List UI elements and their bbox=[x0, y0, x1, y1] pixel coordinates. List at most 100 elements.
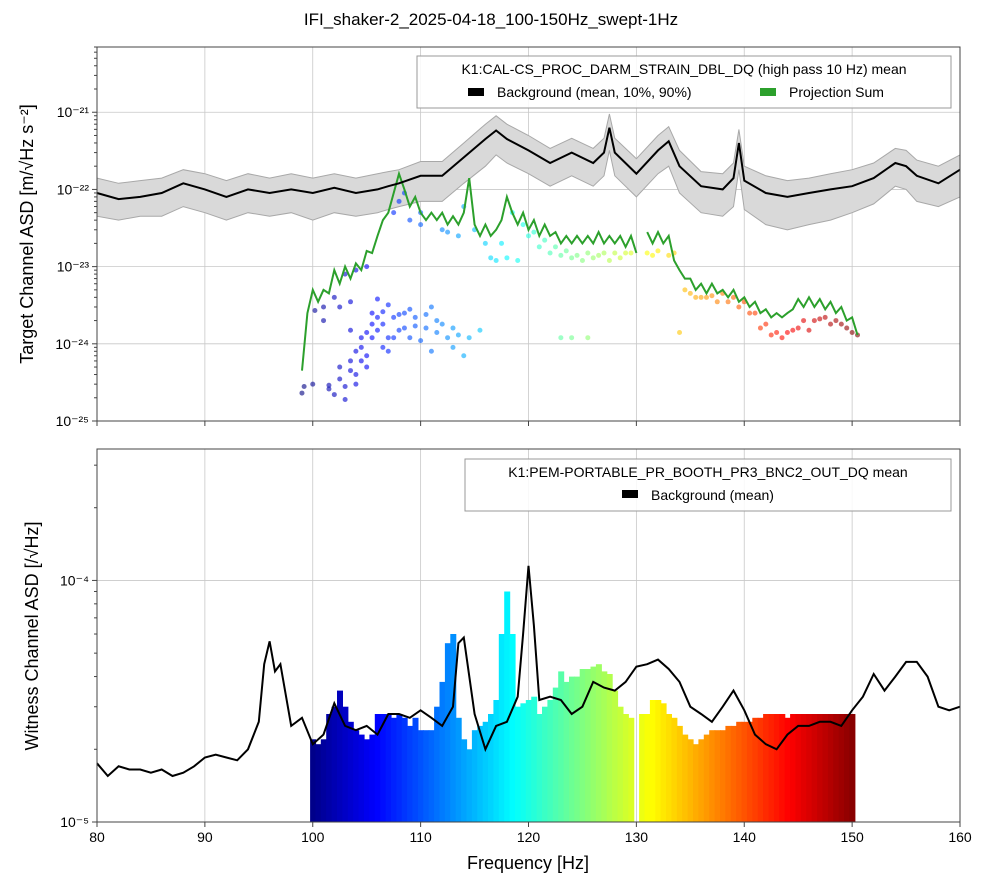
top-ylabel: Target Channel ASD [m/√Hz s⁻²] bbox=[17, 104, 37, 363]
witness-bar bbox=[763, 714, 770, 822]
witness-bar bbox=[423, 730, 430, 822]
witness-bar bbox=[488, 714, 494, 822]
projection-point bbox=[353, 372, 359, 378]
projection-point bbox=[677, 330, 683, 336]
projection-point bbox=[445, 229, 451, 235]
projection-point bbox=[623, 250, 629, 256]
background-mean-path bbox=[96, 127, 961, 201]
witness-bar bbox=[466, 749, 473, 822]
projection-sum-path bbox=[301, 170, 859, 371]
projection-point bbox=[337, 376, 343, 382]
top-ytick-label: 10⁻²⁴ bbox=[55, 336, 89, 352]
projection-point bbox=[833, 318, 839, 324]
projection-point bbox=[391, 335, 397, 341]
projection-point bbox=[310, 381, 316, 387]
projection-point bbox=[558, 252, 564, 258]
projection-point bbox=[369, 335, 375, 341]
witness-bar bbox=[477, 725, 484, 822]
witness-bar bbox=[337, 690, 343, 822]
witness-bar bbox=[811, 714, 818, 822]
projection-point bbox=[703, 294, 709, 300]
projection-point bbox=[579, 258, 585, 264]
bottom-panel: 10⁻⁵ 10⁻⁴ 80 90 100 110 120 130 140 150 160 Witne… bbox=[22, 448, 972, 873]
x-tick-label: 100 bbox=[301, 829, 325, 845]
projection-point bbox=[412, 314, 418, 320]
projection-point bbox=[418, 222, 424, 228]
witness-bar bbox=[542, 706, 548, 822]
top-legend: K1:CAL-CS_PROC_DARM_STRAIN_DBL_DQ (high … bbox=[416, 55, 952, 109]
witness-bar bbox=[342, 706, 349, 822]
witness-bar bbox=[585, 669, 592, 822]
projection-point bbox=[434, 318, 440, 324]
witness-bar bbox=[536, 714, 543, 822]
top-legend-box bbox=[416, 55, 952, 109]
witness-bar bbox=[563, 681, 570, 822]
projection-point bbox=[542, 237, 548, 243]
witness-bar bbox=[806, 714, 813, 822]
projection-point bbox=[337, 364, 343, 370]
witness-bar bbox=[671, 717, 678, 822]
witness-bar bbox=[703, 734, 710, 822]
projection-point bbox=[596, 252, 602, 258]
witness-bar bbox=[833, 714, 840, 822]
projection-point bbox=[348, 358, 354, 364]
projection-point bbox=[374, 327, 380, 333]
projection-point bbox=[342, 383, 348, 389]
witness-bar bbox=[746, 721, 753, 822]
projection-point bbox=[585, 335, 591, 341]
projection-point bbox=[369, 310, 375, 316]
projection-point bbox=[312, 308, 318, 314]
legend-bg-label: Background (mean, 10%, 90%) bbox=[497, 84, 692, 100]
witness-bar bbox=[374, 714, 381, 822]
witness-bar bbox=[315, 744, 322, 822]
witness-bar bbox=[660, 703, 667, 822]
witness-bar bbox=[444, 643, 451, 822]
witness-bar bbox=[434, 706, 441, 822]
witness-bar bbox=[790, 714, 797, 822]
projection-point bbox=[499, 240, 505, 246]
projection-point bbox=[817, 316, 823, 322]
projection-point bbox=[342, 396, 348, 402]
projection-point bbox=[666, 252, 672, 258]
legend-witness-swatch bbox=[622, 490, 638, 498]
projection-point bbox=[358, 344, 364, 350]
projection-point bbox=[358, 335, 364, 341]
witness-bar bbox=[358, 734, 365, 822]
witness-bar bbox=[525, 700, 532, 822]
projection-point bbox=[784, 330, 790, 336]
projection-point bbox=[423, 311, 429, 317]
witness-bar bbox=[574, 676, 581, 822]
witness-bar bbox=[838, 714, 845, 822]
witness-bar bbox=[595, 664, 602, 822]
witness-bar bbox=[693, 744, 699, 822]
projection-point bbox=[455, 233, 461, 239]
projection-point bbox=[401, 325, 407, 331]
witness-bar bbox=[520, 703, 527, 822]
legend-bg-swatch bbox=[468, 88, 484, 96]
projection-point bbox=[515, 258, 521, 264]
witness-bar bbox=[439, 681, 446, 822]
bottom-legend: K1:PEM-PORTABLE_PR_BOOTH_PR3_BNC2_OUT_DQ… bbox=[464, 458, 952, 512]
x-tick-label: 130 bbox=[625, 829, 649, 845]
projection-point bbox=[445, 335, 451, 341]
witness-bar bbox=[331, 706, 338, 822]
projection-point bbox=[380, 321, 386, 327]
witness-bar bbox=[515, 706, 521, 822]
projection-point bbox=[461, 353, 467, 359]
witness-bar bbox=[493, 700, 500, 822]
projection-point bbox=[590, 255, 596, 261]
witness-bars bbox=[310, 591, 856, 822]
projection-point bbox=[844, 325, 850, 331]
witness-bar bbox=[412, 717, 419, 822]
witness-bar bbox=[752, 717, 759, 822]
witness-bar bbox=[784, 717, 791, 822]
witness-bar bbox=[822, 714, 829, 822]
witness-bar bbox=[601, 671, 608, 822]
projection-point bbox=[396, 198, 402, 204]
witness-bar bbox=[779, 714, 786, 822]
projection-point bbox=[466, 335, 472, 341]
projection-point bbox=[569, 335, 575, 341]
bottom-legend-title: K1:PEM-PORTABLE_PR_BOOTH_PR3_BNC2_OUT_DQ… bbox=[508, 464, 907, 480]
witness-background-line bbox=[96, 565, 961, 778]
projection-point bbox=[628, 250, 634, 256]
